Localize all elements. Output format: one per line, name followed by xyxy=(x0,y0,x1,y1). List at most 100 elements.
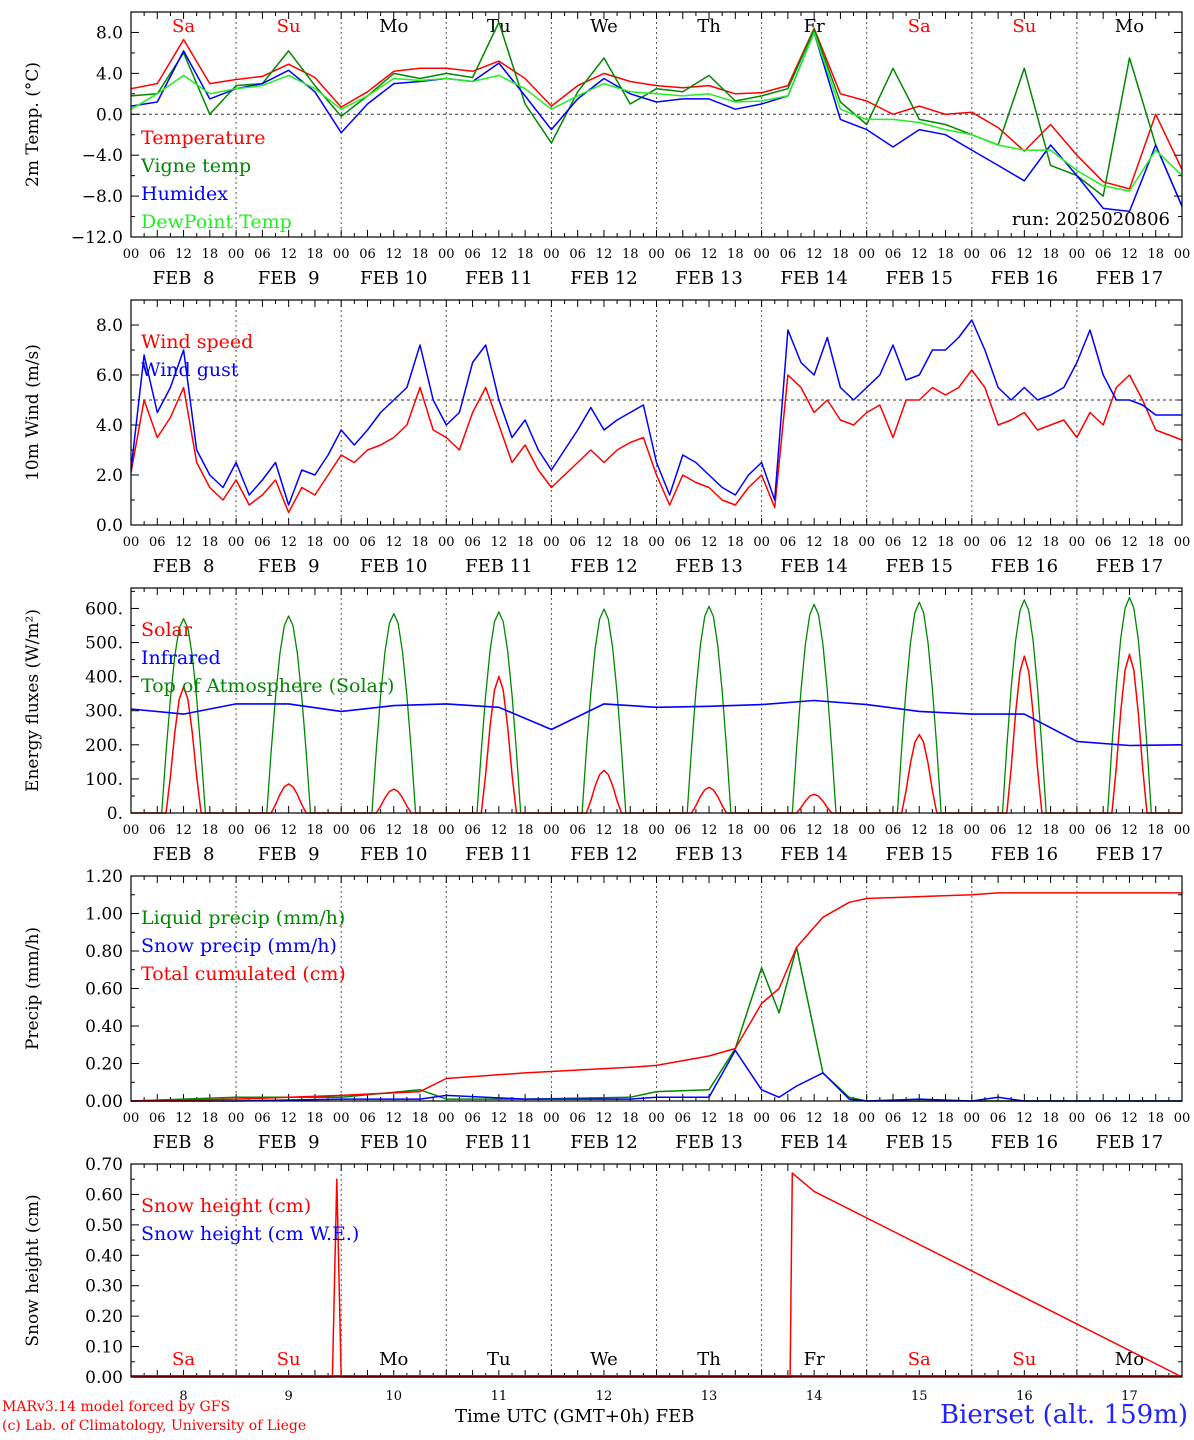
hour-tick-label: 00 xyxy=(1174,535,1191,550)
hour-tick-label: 12 xyxy=(701,535,718,550)
run-annotation: run: 2025020806 xyxy=(1012,209,1170,230)
hour-tick-label: 00 xyxy=(543,1111,560,1126)
y-axis-label: Precip (mm/h) xyxy=(23,927,43,1050)
day-number-label: 13 xyxy=(701,1389,718,1404)
hour-tick-label: 06 xyxy=(1095,535,1112,550)
hour-tick-label: 06 xyxy=(990,1111,1007,1126)
hour-tick-label: 12 xyxy=(1016,1111,1033,1126)
hour-tick-label: 00 xyxy=(964,247,981,262)
hour-tick-label: 00 xyxy=(964,1111,981,1126)
weekday-label: Mo xyxy=(379,1349,408,1370)
date-label: FEB 9 xyxy=(258,268,320,289)
hour-tick-label: 12 xyxy=(491,823,508,838)
hour-tick-label: 12 xyxy=(1016,823,1033,838)
hour-tick-label: 12 xyxy=(1121,535,1138,550)
hour-tick-label: 18 xyxy=(937,1111,954,1126)
date-label: FEB 15 xyxy=(886,844,953,865)
date-label: FEB 13 xyxy=(675,1132,742,1153)
hour-tick-label: 12 xyxy=(911,535,928,550)
solar-peak-point xyxy=(708,786,710,789)
hour-tick-label: 06 xyxy=(885,1111,902,1126)
series-line-3 xyxy=(130,31,1183,192)
hour-tick-label: 12 xyxy=(280,1111,297,1126)
weekday-label: Mo xyxy=(1115,1349,1144,1370)
date-label: FEB 8 xyxy=(153,556,215,577)
date-label: FEB 16 xyxy=(991,1132,1058,1153)
hour-tick-label: 00 xyxy=(648,247,665,262)
weekday-label: Su xyxy=(1012,16,1036,37)
hour-tick-label: 18 xyxy=(412,1111,429,1126)
hour-tick-label: 18 xyxy=(1147,823,1164,838)
y-tick-label: 1.20 xyxy=(85,867,123,887)
hour-tick-label: 00 xyxy=(333,823,350,838)
y-tick-label: 8.0 xyxy=(96,316,123,336)
y-tick-label: 4.0 xyxy=(96,64,123,84)
hour-tick-label: 12 xyxy=(175,1111,192,1126)
hour-tick-label: 18 xyxy=(832,823,849,838)
weekday-label: Mo xyxy=(379,16,408,37)
hour-tick-label: 18 xyxy=(622,1111,639,1126)
hour-tick-label: 18 xyxy=(1147,535,1164,550)
hour-tick-label: 18 xyxy=(1147,1111,1164,1126)
legend-entry: Snow height (cm W.E.) xyxy=(141,1223,359,1245)
y-axis-label: Energy fluxes (W/m²) xyxy=(23,609,43,792)
legend-entry: Wind gust xyxy=(141,359,239,381)
hour-tick-label: 06 xyxy=(149,1111,166,1126)
date-label: FEB 10 xyxy=(360,556,427,577)
date-label: FEB 15 xyxy=(886,556,953,577)
date-label: FEB 12 xyxy=(570,1132,637,1153)
weekday-label: Su xyxy=(1012,1349,1036,1370)
series-infrared xyxy=(130,699,1183,747)
date-label: FEB 14 xyxy=(780,268,847,289)
hour-tick-label: 06 xyxy=(780,535,797,550)
date-label: FEB 10 xyxy=(360,268,427,289)
hour-tick-label: 06 xyxy=(149,823,166,838)
hour-tick-label: 18 xyxy=(202,247,219,262)
hour-tick-label: 12 xyxy=(596,247,613,262)
hour-tick-label: 18 xyxy=(727,823,744,838)
hour-tick-label: 18 xyxy=(727,535,744,550)
hour-tick-label: 00 xyxy=(753,1111,770,1126)
y-tick-label: 0.00 xyxy=(85,1368,123,1388)
hour-tick-label: 18 xyxy=(517,535,534,550)
y-tick-label: 500. xyxy=(85,634,123,654)
day-number-label: 16 xyxy=(1016,1389,1033,1404)
weekday-label: Fr xyxy=(804,1349,825,1370)
hour-tick-label: 00 xyxy=(964,535,981,550)
date-label: FEB 9 xyxy=(258,1132,320,1153)
hour-tick-label: 00 xyxy=(123,823,140,838)
hour-tick-label: 06 xyxy=(1095,823,1112,838)
y-tick-label: −12.0 xyxy=(71,228,123,248)
hour-tick-label: 12 xyxy=(806,535,823,550)
hour-tick-label: 12 xyxy=(701,1111,718,1126)
hour-tick-label: 00 xyxy=(753,247,770,262)
date-label: FEB 12 xyxy=(570,268,637,289)
solar-peak-point xyxy=(392,788,395,790)
y-tick-label: 0.50 xyxy=(85,1216,123,1236)
hour-tick-label: 18 xyxy=(517,823,534,838)
day-number-label: 15 xyxy=(911,1389,928,1404)
y-tick-label: 6.0 xyxy=(96,366,123,386)
hour-tick-label: 18 xyxy=(832,1111,849,1126)
hour-tick-label: 00 xyxy=(228,247,245,262)
hour-tick-label: 00 xyxy=(648,1111,665,1126)
hour-tick-label: 12 xyxy=(806,823,823,838)
y-tick-label: 0.80 xyxy=(85,942,123,962)
hour-tick-label: 00 xyxy=(1174,247,1191,262)
date-label: FEB 12 xyxy=(570,844,637,865)
legend-entry: Wind speed xyxy=(141,331,253,353)
hour-tick-label: 18 xyxy=(937,535,954,550)
hour-tick-label: 00 xyxy=(333,535,350,550)
date-label: FEB 17 xyxy=(1096,844,1163,865)
hour-tick-label: 12 xyxy=(280,823,297,838)
hour-tick-label: 00 xyxy=(858,1111,875,1126)
hour-tick-label: 12 xyxy=(385,823,402,838)
hour-tick-label: 00 xyxy=(1069,535,1086,550)
x-axis-title: Time UTC (GMT+0h) FEB xyxy=(455,1406,695,1427)
hour-tick-label: 00 xyxy=(964,823,981,838)
date-label: FEB 13 xyxy=(675,556,742,577)
hour-tick-label: 06 xyxy=(675,1111,692,1126)
hour-tick-label: 12 xyxy=(911,1111,928,1126)
date-label: FEB 8 xyxy=(153,268,215,289)
hour-tick-label: 00 xyxy=(438,535,455,550)
